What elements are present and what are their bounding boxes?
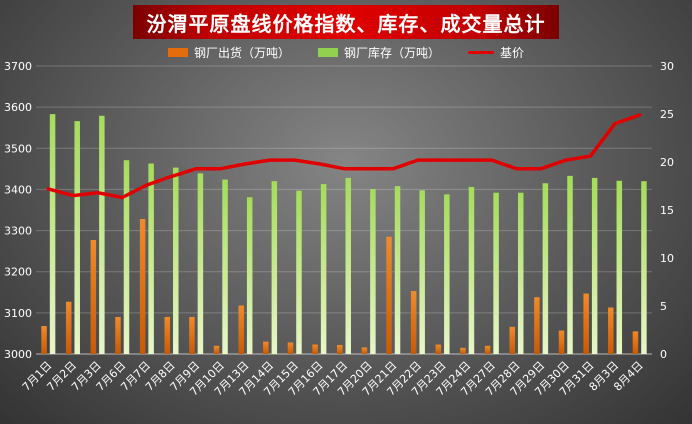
y-left-tick-label: 3100: [4, 307, 32, 320]
bar-inventory: [493, 192, 499, 354]
y-left-tick-label: 3400: [4, 183, 32, 196]
bar-shipment: [189, 316, 195, 354]
bar-shipment: [139, 219, 146, 354]
bar-inventory: [591, 177, 598, 354]
bar-inventory: [74, 121, 80, 354]
title-banner: 汾渭平原盘线价格指数、库存、成交量总计: [133, 5, 559, 39]
bar-inventory: [468, 186, 475, 354]
bar-shipment: [312, 344, 318, 354]
bar-inventory: [444, 194, 450, 354]
legend-label-base-price: 基价: [500, 45, 525, 60]
line-base-price: [46, 113, 642, 200]
bar-shipment: [435, 344, 442, 354]
bar-inventory: [123, 160, 130, 354]
bar-inventory: [320, 184, 327, 354]
bar-shipment: [115, 316, 121, 354]
y-right-tick-label: 30: [660, 60, 674, 73]
bar-shipment: [337, 344, 343, 354]
bar-inventory: [517, 192, 524, 354]
bar-shipment: [608, 307, 614, 354]
legend-item-shipment: 钢厂出货（万吨）: [167, 44, 290, 61]
y-right-tick-label: 20: [660, 156, 674, 169]
bar-shipment: [65, 301, 72, 354]
legend-item-inventory: 钢厂库存（万吨）: [317, 44, 440, 61]
bar-shipment: [460, 347, 466, 354]
bar-shipment: [361, 347, 368, 354]
bar-inventory: [641, 181, 647, 354]
legend-item-base-price: 基价: [468, 44, 524, 61]
bar-inventory: [567, 175, 573, 354]
bar-shipment: [263, 341, 269, 354]
bar-shipment: [287, 342, 294, 354]
bar-shipment: [484, 345, 491, 354]
y-left-tick-label: 3300: [4, 225, 32, 238]
legend-swatch-base-price: [468, 50, 494, 54]
bar-inventory: [99, 115, 105, 354]
y-left-tick-label: 3600: [4, 101, 32, 114]
bar-shipment: [410, 291, 417, 354]
bar-inventory: [542, 183, 549, 354]
bar-inventory: [419, 190, 425, 354]
bar-shipment: [583, 293, 589, 354]
bar-inventory: [296, 190, 302, 354]
bar-inventory: [370, 189, 376, 354]
bar-inventory: [345, 177, 351, 354]
legend-label-shipment: 钢厂出货（万吨）: [193, 45, 290, 60]
legend-label-inventory: 钢厂库存（万吨）: [343, 45, 440, 60]
bar-shipment: [632, 331, 639, 354]
bar-inventory: [246, 197, 253, 354]
bar-shipment: [90, 240, 97, 354]
bar-shipment: [238, 305, 244, 354]
chart-title: 汾渭平原盘线价格指数、库存、成交量总计: [146, 11, 546, 36]
legend-swatch-shipment: [167, 47, 188, 57]
y-right-tick-label: 5: [660, 300, 667, 313]
bar-shipment: [534, 297, 540, 354]
bar-shipment: [41, 326, 47, 354]
bar-inventory: [148, 163, 154, 354]
y-left-tick-label: 3000: [4, 348, 32, 361]
bar-inventory: [173, 167, 179, 354]
bar-shipment: [213, 345, 220, 354]
y-right-tick-label: 15: [660, 204, 674, 217]
y-left-tick-label: 3500: [4, 142, 32, 155]
bar-shipment: [386, 236, 392, 354]
bar-inventory: [271, 181, 278, 354]
y-left-tick-label: 3700: [4, 60, 32, 73]
bar-inventory: [49, 114, 56, 354]
y-right-tick-label: 0: [660, 348, 667, 361]
bar-inventory: [197, 173, 204, 354]
y-right-tick-label: 25: [660, 108, 674, 121]
bar-shipment: [164, 316, 171, 354]
y-right-tick-label: 10: [660, 252, 674, 265]
bar-inventory: [394, 186, 401, 354]
bar-inventory: [222, 179, 228, 354]
legend-swatch-inventory: [317, 47, 338, 57]
bar-shipment: [558, 330, 565, 354]
legend: 钢厂出货（万吨） 钢厂库存（万吨） 基价: [0, 43, 692, 61]
bar-inventory: [616, 180, 623, 354]
y-left-tick-label: 3200: [4, 266, 32, 279]
bar-shipment: [509, 326, 515, 354]
